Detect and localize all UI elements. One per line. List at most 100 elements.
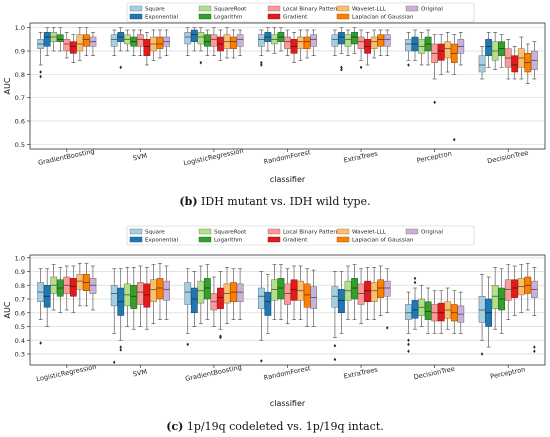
- box-iqr: [437, 302, 445, 322]
- box-Perceptron-3: [498, 268, 506, 334]
- box-Perceptron-7: [450, 34, 458, 75]
- box-Perceptron-4: [431, 34, 439, 80]
- y-axis-label: AUC: [3, 301, 12, 318]
- x-axis-label: classifier: [270, 399, 306, 408]
- caption-b-text: IDH mutant vs. IDH wild type.: [201, 195, 371, 208]
- caption-c-text: 1p/19q codeleted vs. 1p/19q intact.: [186, 420, 384, 433]
- box-LogisticRegression-5: [69, 265, 77, 314]
- legend-label: Logarithm: [214, 15, 242, 21]
- outlier-point: [480, 352, 484, 356]
- box-iqr: [338, 289, 345, 313]
- chart-c-svg: 0.3 0.4 0.5 0.6 0.7 0.8 0.9 1.0 LogisticRegressi…: [3, 225, 546, 408]
- box-ExtraTrees-7: [377, 29, 385, 56]
- box-iqr: [303, 283, 311, 308]
- box-iqr: [43, 32, 51, 47]
- y-tick-label: 0.8: [15, 71, 25, 79]
- outlier-point: [340, 67, 343, 72]
- y-tick-label: 0.4: [15, 337, 25, 345]
- y-tick-label: 0.7: [15, 296, 25, 304]
- box-iqr: [491, 285, 499, 309]
- box-ExtraTrees-5: [364, 32, 371, 66]
- legend-label: Wavelet-LLL: [352, 7, 387, 13]
- box-iqr: [411, 300, 419, 319]
- box-iqr: [444, 41, 452, 59]
- outlier-point: [385, 326, 389, 330]
- box-SVM-3: [130, 29, 138, 56]
- box-GradientBoosting-6: [76, 27, 84, 61]
- box-DecisionTree-7: [524, 43, 532, 84]
- box-GradientBoosting-2: [197, 265, 205, 325]
- box-GradientBoosting-8: [89, 32, 97, 56]
- box-ExtraTrees-8: [383, 268, 391, 314]
- y-tick-label: 0.8: [15, 282, 25, 290]
- outlier-point: [413, 280, 417, 285]
- box-iqr: [331, 34, 339, 47]
- panel-c: 0.3 0.4 0.5 0.6 0.7 0.8 0.9 1.0 LogisticRegressi…: [0, 218, 550, 437]
- caption-b: (b) IDH mutant vs. IDH wild type.: [0, 195, 550, 208]
- outlier-point: [333, 357, 337, 362]
- box-iqr: [69, 41, 77, 54]
- box-LogisticRegression-0: [37, 268, 44, 320]
- box-SVM-1: [117, 27, 125, 52]
- box-ExtraTrees-8: [383, 29, 391, 56]
- box-iqr: [236, 34, 244, 47]
- box-RandomForest-7: [303, 268, 311, 327]
- legend-swatch: [405, 5, 419, 12]
- box-iqr: [351, 278, 358, 300]
- box-GradientBoosting-3: [204, 264, 211, 320]
- box-iqr: [344, 34, 352, 47]
- box-iqr: [204, 278, 211, 300]
- outlier-point: [413, 276, 417, 281]
- box-DecisionTree-4: [431, 290, 439, 334]
- box-RandomForest-3: [277, 264, 285, 320]
- box-DecisionTree-2: [491, 32, 499, 70]
- outlier-point: [39, 341, 42, 345]
- legend-label: Laplacian of Gaussian: [352, 238, 414, 244]
- legend-label: Gradient: [283, 238, 308, 244]
- box-DecisionTree-0: [478, 46, 486, 80]
- box-iqr: [290, 279, 298, 301]
- box-iqr: [136, 34, 144, 47]
- x-tick-label: GradientBoosting: [185, 363, 243, 383]
- legend-label: Square: [145, 230, 165, 236]
- box-GradientBoosting-3: [56, 27, 64, 52]
- box-iqr: [83, 34, 90, 47]
- box-iqr: [217, 287, 224, 309]
- legend-label: Local Binary Pattern: [283, 7, 340, 13]
- box-iqr: [130, 285, 138, 309]
- legend-swatch: [267, 5, 281, 12]
- box-ExtraTrees-0: [331, 271, 339, 338]
- box-iqr: [63, 39, 71, 52]
- box-Perceptron-3: [424, 29, 432, 66]
- box-iqr: [405, 304, 412, 320]
- box-LogisticRegression-0: [184, 27, 192, 56]
- box-Perceptron-0: [478, 273, 486, 341]
- outlier-point: [119, 65, 123, 70]
- legend-swatch: [336, 236, 350, 243]
- outlier-point: [199, 60, 203, 65]
- box-GradientBoosting-4: [63, 32, 71, 59]
- box-RandomForest-4: [284, 29, 291, 56]
- box-iqr: [257, 287, 265, 309]
- caption-c-label: (c): [166, 420, 184, 433]
- box-GradientBoosting-0: [37, 32, 44, 66]
- box-DecisionTree-8: [531, 41, 538, 80]
- y-tick-label: 0.9: [15, 48, 25, 56]
- box-iqr: [511, 55, 519, 73]
- box-iqr: [377, 34, 385, 47]
- legend-frame: [126, 225, 475, 246]
- box-SVM-6: [150, 29, 157, 61]
- box-LogisticRegression-6: [223, 27, 231, 59]
- legend: Square Exponential SquareRoot Logarithm Loca…: [126, 2, 475, 23]
- box-iqr: [204, 34, 211, 47]
- box-LogisticRegression-7: [230, 29, 237, 59]
- y-axis-label: AUC: [3, 77, 12, 94]
- box-Perceptron-5: [511, 265, 519, 316]
- box-RandomForest-5: [290, 32, 298, 63]
- box-DecisionTree-3: [498, 34, 506, 68]
- box-Perceptron-2: [418, 32, 425, 66]
- legend-swatch: [129, 228, 143, 235]
- legend-swatch: [198, 13, 212, 20]
- legend-swatch: [405, 228, 419, 235]
- legend-swatch: [267, 228, 281, 235]
